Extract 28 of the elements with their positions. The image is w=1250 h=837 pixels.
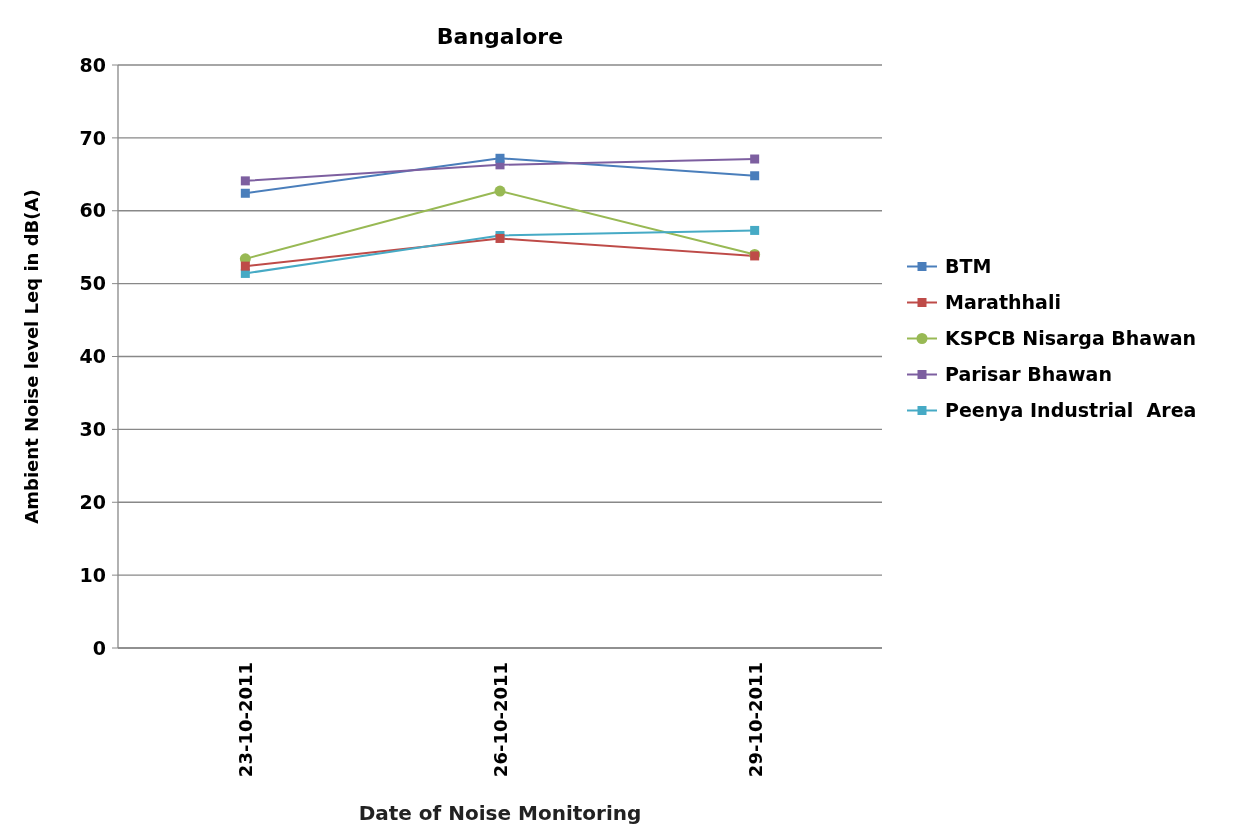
x-tick-label: 23-10-2011 — [235, 662, 257, 778]
y-tick-label: 30 — [79, 418, 106, 441]
x-axis-title: Date of Noise Monitoring — [358, 801, 642, 825]
point — [750, 171, 760, 181]
y-tick-label: 70 — [79, 126, 106, 149]
legend-label: Marathhali — [945, 291, 1061, 314]
y-axis-title: Ambient Noise level Leq in dB(A) — [21, 189, 42, 524]
point — [750, 225, 760, 235]
y-tick-label: 50 — [79, 272, 106, 295]
point — [240, 261, 250, 271]
point — [494, 185, 506, 197]
y-tick-label: 20 — [79, 490, 106, 513]
x-tick-label: 26-10-2011 — [490, 662, 511, 778]
chart-title: Bangalore — [436, 24, 564, 49]
point — [495, 153, 505, 163]
x-tick-label: 29-10-2011 — [744, 662, 766, 778]
y-tick-label: 10 — [79, 563, 106, 586]
point — [240, 176, 250, 186]
legend-label: KSPCB Nisarga Bhawan — [945, 327, 1197, 350]
point — [750, 154, 760, 164]
y-tick-label: 60 — [79, 199, 106, 222]
legend-label: Parisar Bhawan — [945, 363, 1112, 386]
legend-label: BTM — [945, 255, 992, 278]
y-tick-label: 80 — [79, 53, 106, 76]
y-tick-label: 0 — [92, 636, 106, 659]
y-tick-label: 40 — [79, 345, 106, 368]
legend-label: Peenya Industrial Area — [945, 399, 1197, 422]
point — [240, 188, 250, 198]
